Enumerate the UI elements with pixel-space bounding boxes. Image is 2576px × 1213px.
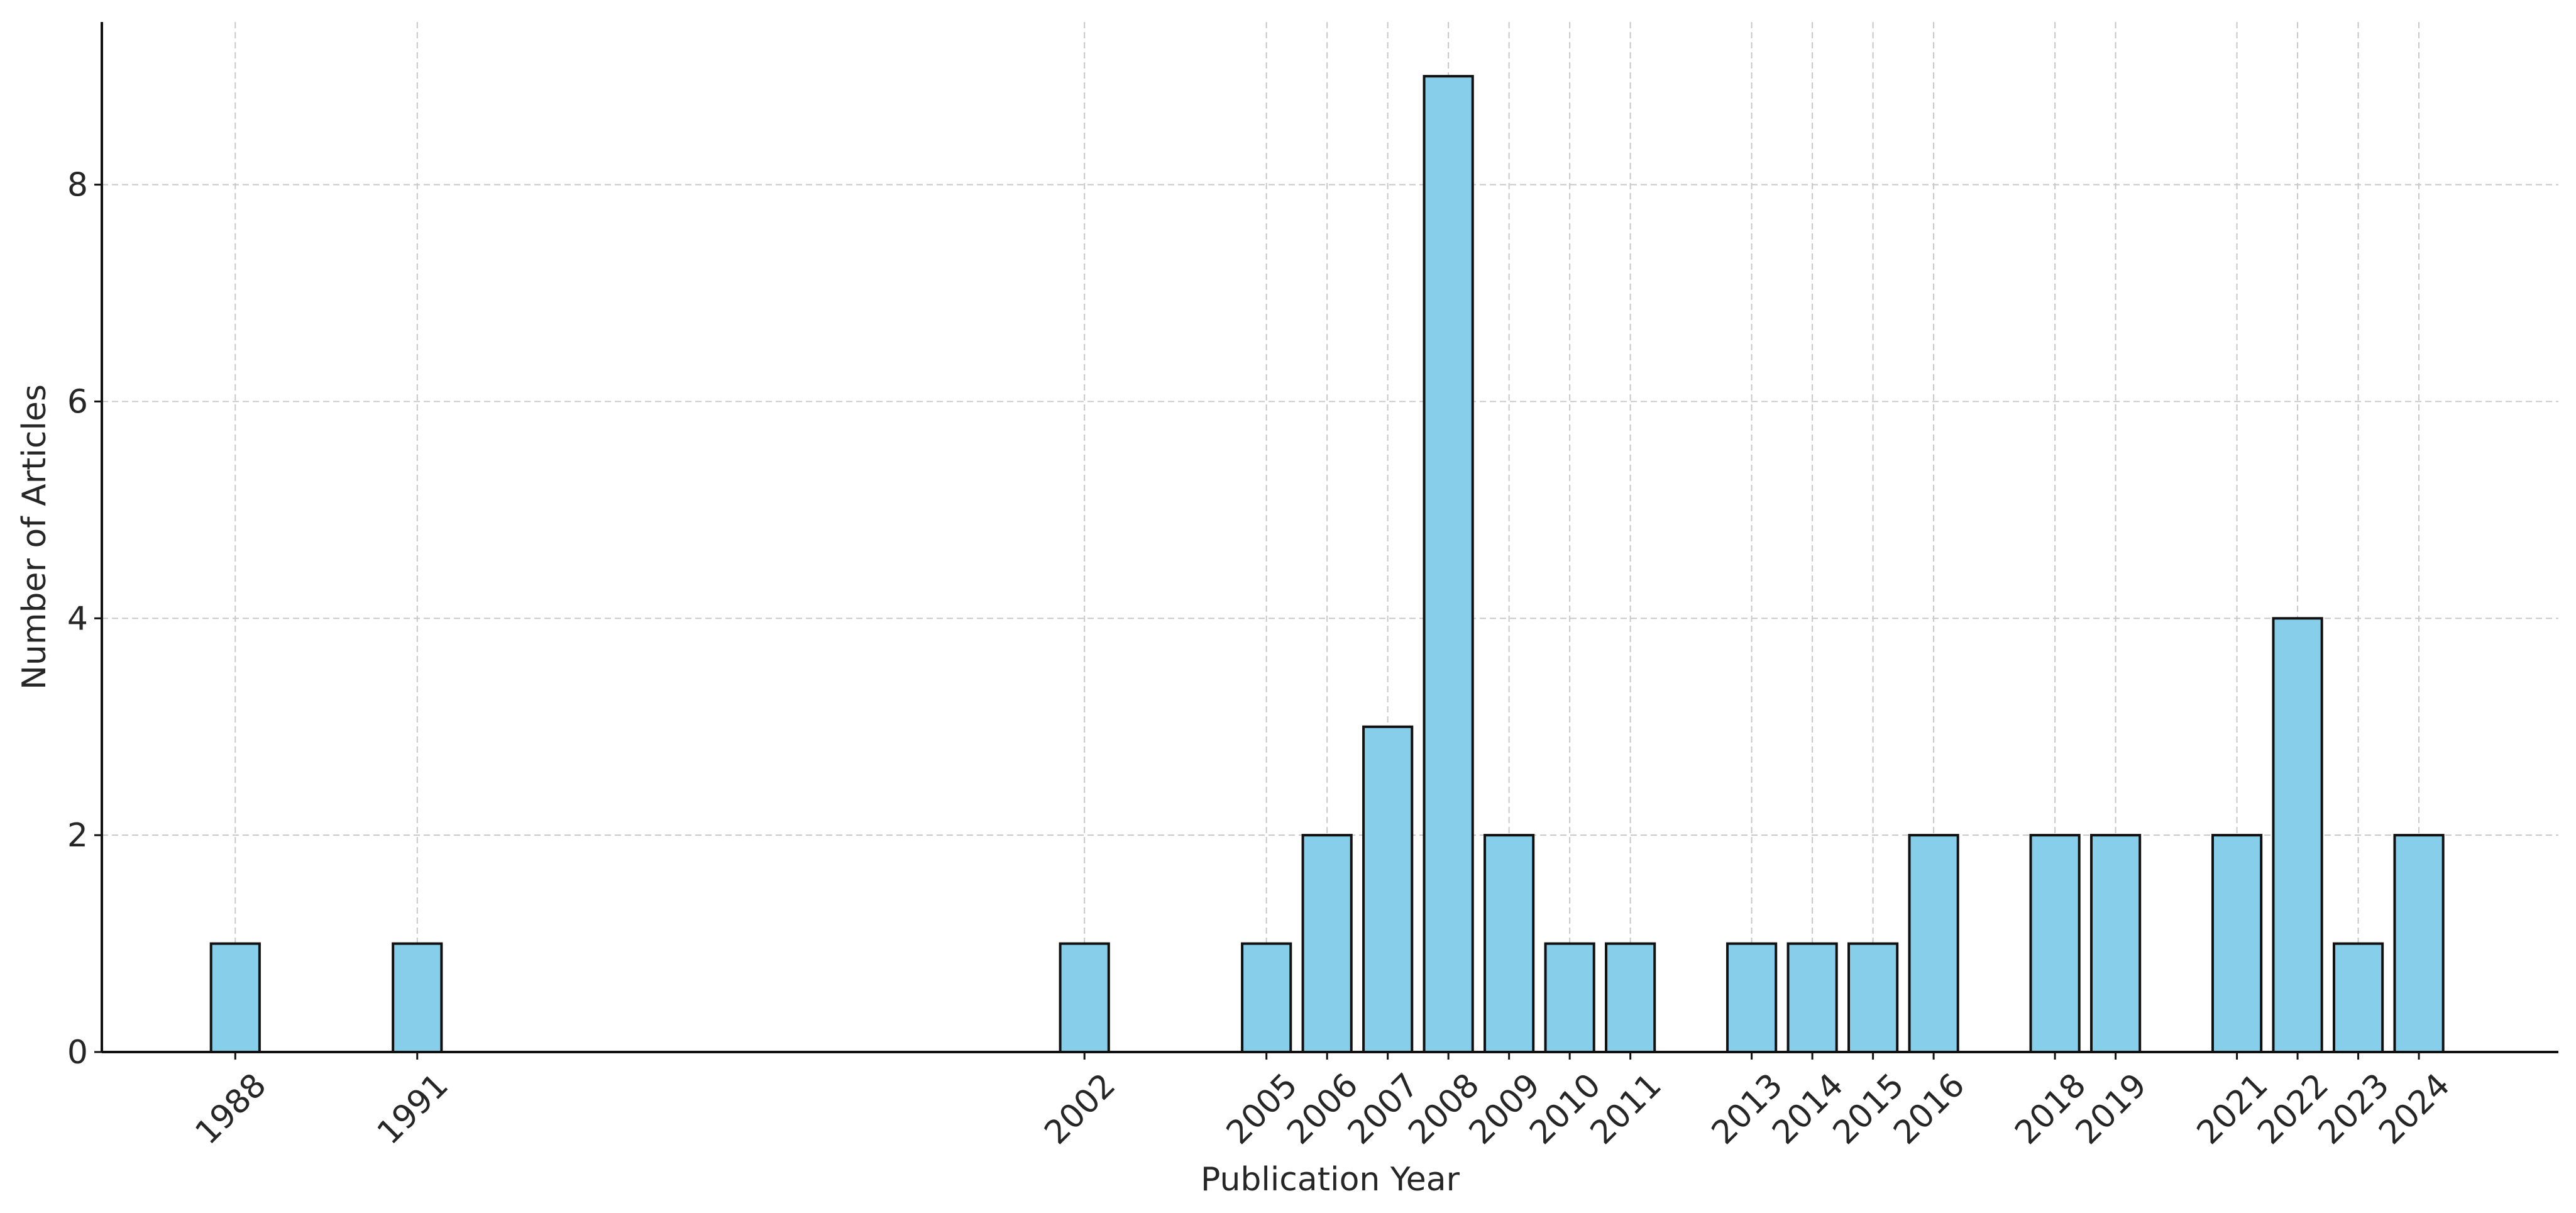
bar-2022 [2272, 617, 2323, 1053]
bar-2016 [1908, 834, 1959, 1053]
bar-2005 [1241, 942, 1292, 1054]
x-tick-label-2018: 2018 [2008, 1066, 2093, 1152]
x-tick-label-2021: 2021 [2190, 1066, 2276, 1152]
bar-2023 [2332, 942, 2384, 1054]
x-tick-labels: 1988 1991 2002 2005200620072008200920102011… [188, 1066, 2457, 1152]
bar-2014 [1786, 942, 1838, 1054]
bars [209, 75, 2445, 1054]
x-tick-label-2006: 2006 [1280, 1066, 1365, 1152]
y-tick-label: 2 [67, 817, 88, 855]
y-tick-label: 0 [67, 1034, 88, 1072]
axes [94, 22, 2558, 1060]
bar-2019 [2089, 834, 2142, 1053]
bar-2008 [1423, 75, 1474, 1053]
bar-2006 [1301, 834, 1353, 1053]
bar-1988 [209, 942, 261, 1054]
bar-2002 [1059, 942, 1110, 1054]
y-axis-label: Number of Articles [16, 384, 53, 690]
bar-2007 [1362, 725, 1414, 1053]
bar-2015 [1847, 942, 1899, 1054]
x-tick-label-2009: 2009 [1462, 1066, 1548, 1152]
x-tick-label-2013: 2013 [1705, 1066, 1790, 1152]
x-tick-label-2007: 2007 [1341, 1066, 1426, 1152]
x-tick-label-2002: 2002 [1037, 1066, 1123, 1152]
y-tick-labels: 0 2 4 6 8 [67, 167, 88, 1072]
x-tick-label-2016: 2016 [1886, 1066, 1972, 1152]
x-tick-label-2019: 2019 [2069, 1066, 2154, 1152]
bar-2013 [1726, 942, 1778, 1054]
bar-2024 [2393, 834, 2445, 1053]
x-tick-label-2015: 2015 [1826, 1066, 1912, 1152]
x-tick-label-2022: 2022 [2250, 1066, 2336, 1152]
x-tick-label-2024: 2024 [2372, 1066, 2457, 1152]
x-tick-label-2014: 2014 [1765, 1066, 1851, 1152]
y-tick-label: 8 [67, 167, 88, 204]
x-tick-label-1988: 1988 [188, 1066, 273, 1152]
x-tick-label-2011: 2011 [1583, 1066, 1669, 1152]
x-tick-label-2023: 2023 [2311, 1066, 2397, 1152]
x-tick-label-2005: 2005 [1219, 1066, 1305, 1152]
x-tick-label-2008: 2008 [1401, 1066, 1487, 1152]
bar-2010 [1544, 942, 1595, 1054]
x-tick-label-2010: 2010 [1522, 1066, 1608, 1152]
y-tick-label: 4 [67, 600, 88, 638]
bar-2021 [2211, 834, 2263, 1053]
x-tick-label-1991: 1991 [370, 1066, 456, 1152]
bar-2018 [2029, 834, 2081, 1053]
bar-2009 [1483, 834, 1535, 1053]
y-tick-label: 6 [67, 383, 88, 421]
bar-2011 [1605, 942, 1656, 1054]
bar-1991 [392, 942, 443, 1054]
x-axis-label: Publication Year [1201, 1161, 1460, 1199]
